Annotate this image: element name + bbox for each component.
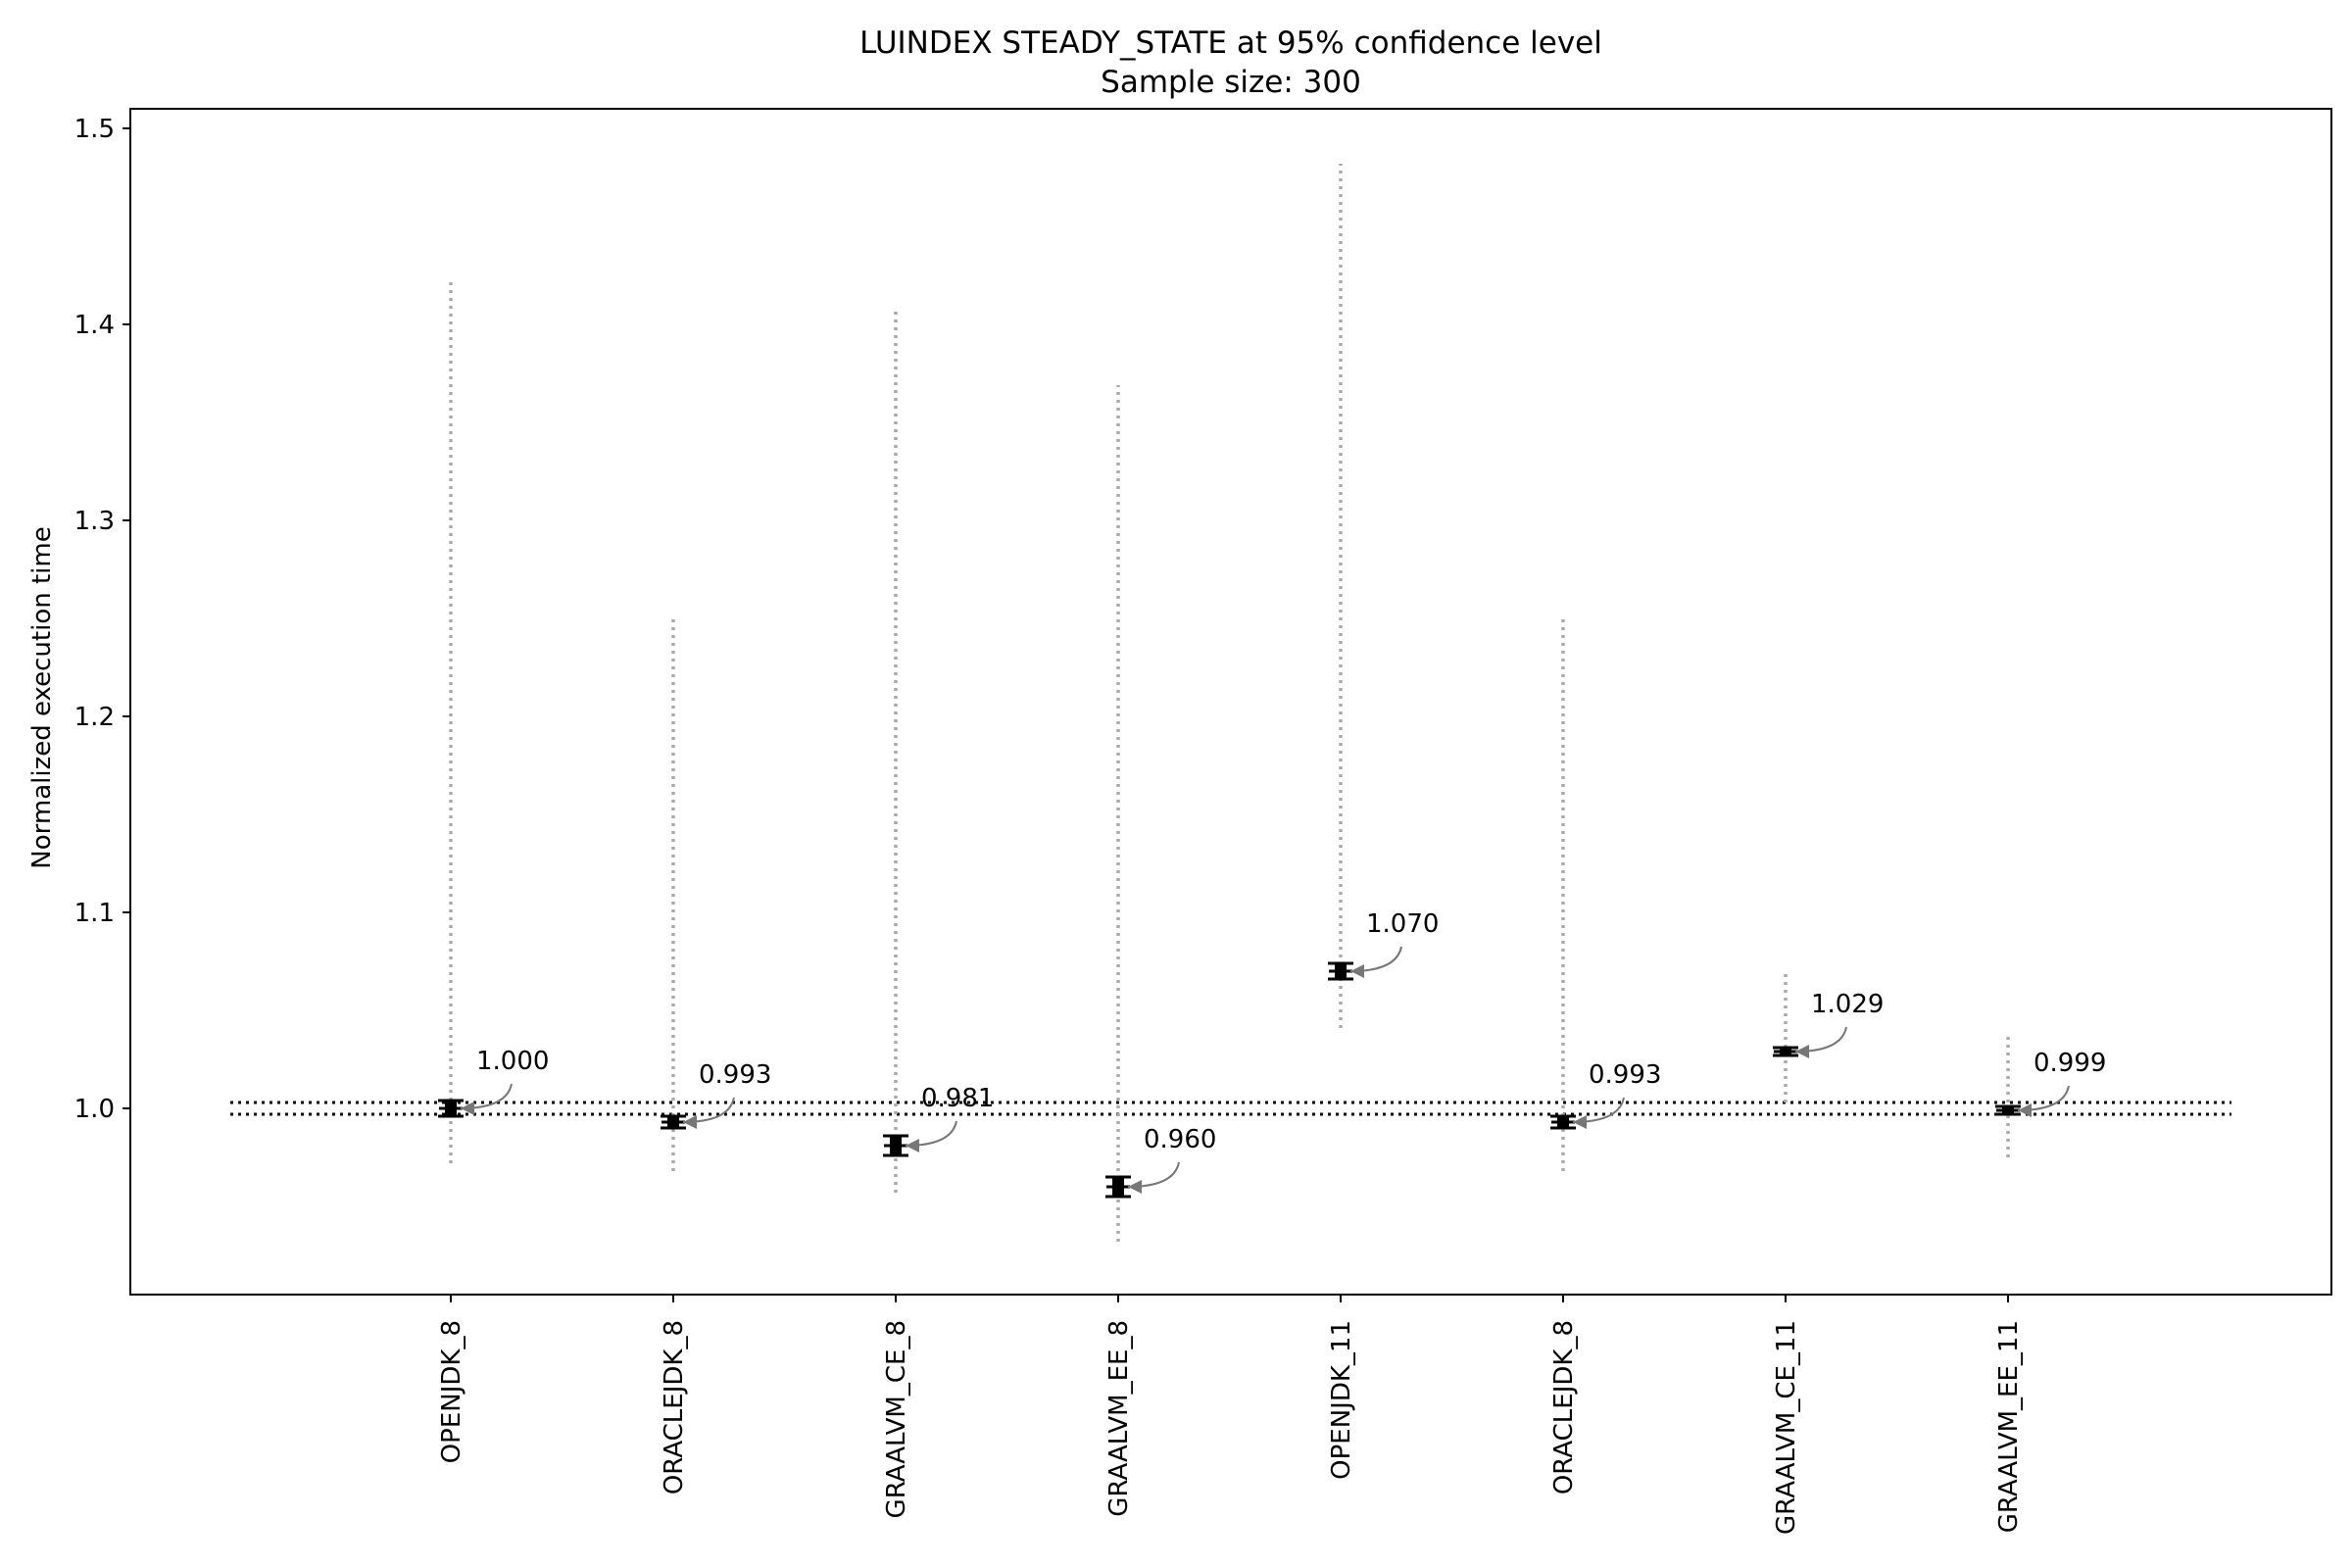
chart-title: LUINDEX STEADY_STATE at 95% confidence l… bbox=[859, 25, 1602, 61]
x-tick-label: OPENJDK_11 bbox=[1327, 1320, 1356, 1480]
annotation-arrowhead bbox=[1573, 1115, 1587, 1129]
y-tick-label: 1.5 bbox=[74, 115, 115, 144]
annotation-arrowhead bbox=[1795, 1045, 1809, 1058]
y-tick-label: 1.4 bbox=[74, 311, 115, 340]
annotation-arrowhead bbox=[461, 1102, 474, 1115]
annotation-arrowhead bbox=[1350, 964, 1364, 978]
mean-label: 0.981 bbox=[921, 1084, 994, 1113]
x-tick-label: ORACLEJDK_8 bbox=[1549, 1320, 1579, 1494]
y-axis-ticks: 1.0 1.1 1.2 1.3 1.4 1.5 bbox=[74, 115, 130, 1124]
annotation-arrowhead bbox=[906, 1139, 919, 1152]
range-lines bbox=[449, 164, 2010, 1242]
y-tick-label: 1.3 bbox=[74, 507, 115, 536]
annotations: 1.000 0.993 0.981 0.960 1.070 0.993 1.029 0.999 bbox=[460, 909, 2106, 1194]
x-tick-label: GRAALVM_CE_8 bbox=[882, 1320, 911, 1518]
chart-subtitle: Sample size: 300 bbox=[1101, 65, 1361, 100]
x-tick-label: GRAALVM_EE_8 bbox=[1104, 1320, 1134, 1517]
confidence-intervals bbox=[438, 961, 2021, 1199]
mean-label: 0.960 bbox=[1144, 1125, 1216, 1154]
x-tick-label: ORACLEJDK_8 bbox=[660, 1320, 689, 1494]
y-axis-label: Normalized execution time bbox=[27, 526, 57, 868]
mean-label: 0.999 bbox=[2034, 1049, 2106, 1078]
y-tick-label: 1.0 bbox=[74, 1095, 115, 1124]
plot-frame bbox=[129, 108, 2332, 1296]
y-tick-label: 1.1 bbox=[74, 899, 115, 928]
mean-label: 0.993 bbox=[1589, 1060, 1661, 1090]
annotation-arrowhead bbox=[683, 1115, 697, 1129]
mean-label: 0.993 bbox=[699, 1060, 771, 1090]
annotation-arrowhead bbox=[1128, 1180, 1142, 1194]
y-tick-label: 1.2 bbox=[74, 703, 115, 732]
x-tick-label: GRAALVM_CE_11 bbox=[1772, 1320, 1801, 1535]
mean-label: 1.070 bbox=[1366, 909, 1439, 939]
x-tick-label: GRAALVM_EE_11 bbox=[1994, 1320, 2024, 1533]
x-axis-ticks: OPENJDK_8 ORACLEJDK_8 GRAALVM_CE_8 GRAALVM_… bbox=[437, 1295, 2024, 1535]
annotation-arrowhead bbox=[2018, 1103, 2032, 1117]
x-tick-label: OPENJDK_8 bbox=[437, 1320, 466, 1463]
mean-label: 1.000 bbox=[476, 1047, 549, 1076]
mean-label: 1.029 bbox=[1811, 990, 1884, 1019]
